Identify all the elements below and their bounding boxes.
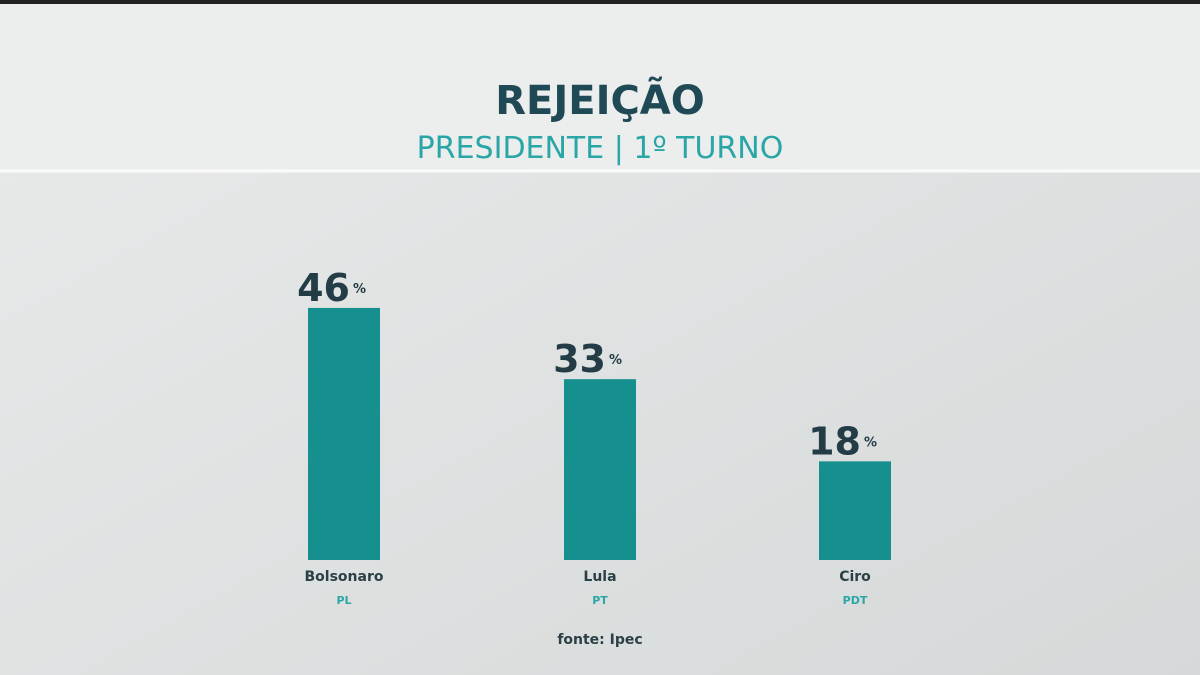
party-label: PDT <box>843 594 868 607</box>
bar <box>564 379 636 560</box>
party-label: PT <box>592 594 608 607</box>
category-label: Ciro <box>839 569 871 585</box>
bar <box>308 307 380 560</box>
value-label: 33 <box>553 337 606 381</box>
bar <box>819 461 891 560</box>
value-unit: % <box>353 282 366 297</box>
top-edge <box>0 0 1200 4</box>
category-label: Lula <box>583 569 616 585</box>
value-unit: % <box>609 353 622 368</box>
chart-title: REJEIÇÃO <box>495 75 705 124</box>
category-label: Bolsonaro <box>305 569 384 585</box>
chart-subtitle: PRESIDENTE | 1º TURNO <box>417 131 784 166</box>
value-label: 46 <box>297 266 350 310</box>
value-label: 18 <box>808 419 861 463</box>
header-band <box>0 0 1200 170</box>
party-label: PL <box>336 594 351 607</box>
value-unit: % <box>864 435 877 450</box>
source: fonte: Ipec <box>557 632 642 648</box>
